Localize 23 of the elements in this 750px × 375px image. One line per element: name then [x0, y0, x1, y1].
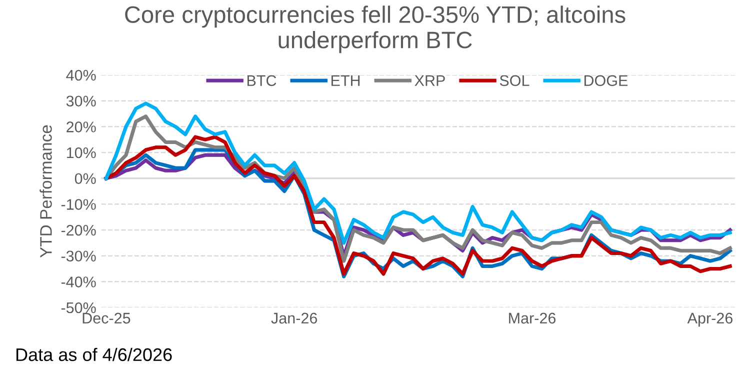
legend-label: DOGE — [584, 75, 628, 86]
x-tick-label: Apr-26 — [687, 312, 732, 327]
x-tick-label: Jan-26 — [271, 312, 318, 324]
y-tick-label: -30% — [61, 250, 96, 262]
y-tick-label: 20% — [66, 122, 96, 132]
legend-label: BTC — [247, 75, 276, 86]
legend-label: XRP — [414, 75, 445, 86]
y-tick-label: 10% — [66, 147, 96, 158]
y-tick-label: -10% — [61, 199, 96, 210]
chart-title: Core cryptocurrencies fell 20-35% YTD; altcoins underperform BTC — [125, 6, 626, 54]
y-tick-label: -50% — [61, 302, 96, 314]
line-series — [104, 102, 732, 245]
legend-label: SOL — [500, 75, 530, 86]
y-tick-label: -20% — [61, 224, 96, 236]
text: Data as of 4/6/2026 — [16, 348, 172, 362]
x-tick-label: Mar-26 — [509, 312, 556, 324]
x-tick-label: Dec-25 — [82, 312, 130, 324]
y-tick-label: 0% — [74, 173, 96, 184]
y-axis-title: YTD Performance — [40, 125, 52, 258]
legend-label: ETH — [332, 75, 360, 86]
y-tick-label: -40% — [61, 276, 96, 288]
y-tick-label: 40% — [66, 70, 96, 81]
y-tick-label: 30% — [66, 96, 96, 107]
